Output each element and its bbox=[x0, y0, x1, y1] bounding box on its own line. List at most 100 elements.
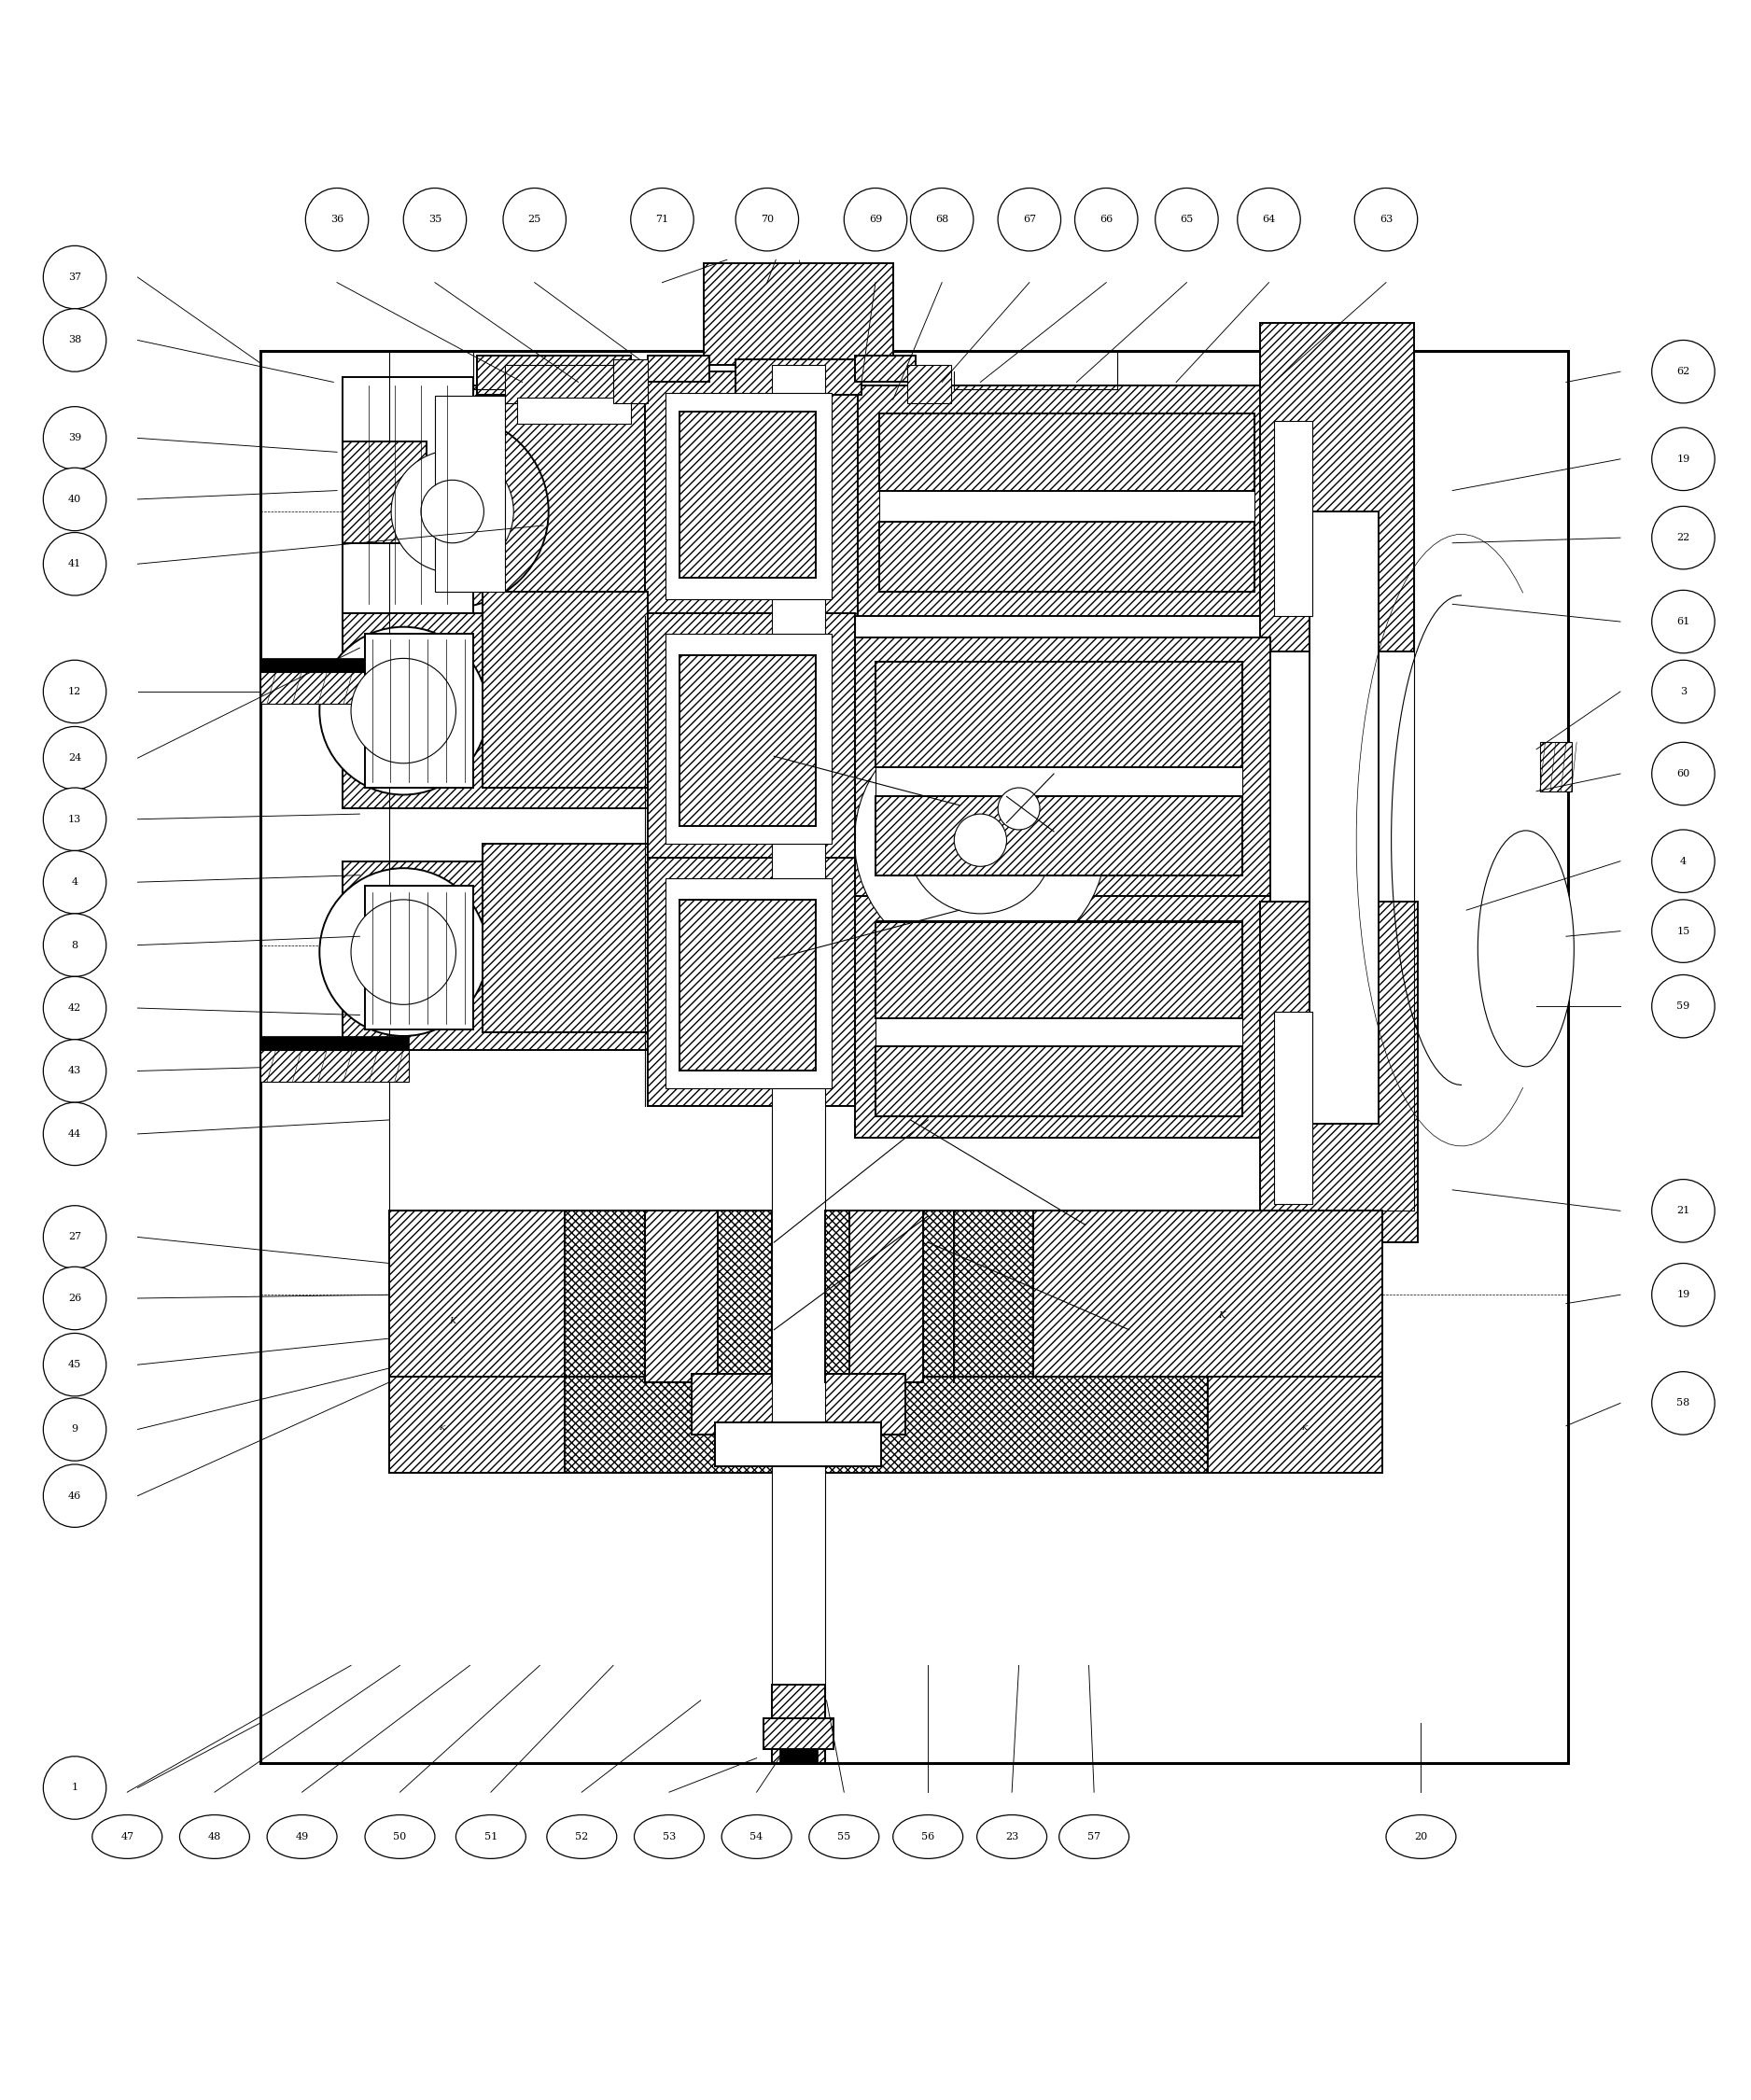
Bar bbox=[704, 262, 893, 365]
Bar bbox=[1261, 901, 1418, 1243]
Ellipse shape bbox=[1387, 1814, 1457, 1858]
Text: 59: 59 bbox=[1677, 1002, 1690, 1010]
Text: 9: 9 bbox=[72, 1424, 79, 1434]
Text: K: K bbox=[1301, 1424, 1306, 1432]
Bar bbox=[854, 355, 916, 382]
Ellipse shape bbox=[809, 1814, 879, 1858]
Bar bbox=[389, 1378, 564, 1472]
Circle shape bbox=[44, 727, 107, 790]
Text: 44: 44 bbox=[68, 1130, 81, 1138]
Circle shape bbox=[44, 1266, 107, 1329]
Text: 37: 37 bbox=[68, 273, 81, 281]
Bar bbox=[854, 638, 1271, 897]
Circle shape bbox=[44, 1205, 107, 1268]
Text: 70: 70 bbox=[760, 214, 774, 225]
Bar bbox=[341, 386, 805, 598]
Text: 62: 62 bbox=[1677, 368, 1690, 376]
Circle shape bbox=[44, 1464, 107, 1527]
Ellipse shape bbox=[93, 1814, 163, 1858]
Circle shape bbox=[1238, 189, 1301, 252]
Circle shape bbox=[1651, 659, 1714, 722]
Text: 43: 43 bbox=[68, 1067, 81, 1075]
Circle shape bbox=[350, 899, 455, 1004]
Circle shape bbox=[44, 468, 107, 531]
Bar bbox=[1261, 323, 1415, 651]
Text: 50: 50 bbox=[394, 1831, 406, 1842]
Ellipse shape bbox=[893, 1814, 963, 1858]
Text: 56: 56 bbox=[921, 1831, 935, 1842]
Text: K: K bbox=[440, 1424, 445, 1432]
Bar bbox=[364, 886, 473, 1029]
Bar bbox=[648, 857, 854, 1107]
Bar bbox=[261, 1050, 408, 1082]
Bar bbox=[692, 1373, 905, 1434]
Bar bbox=[1275, 1012, 1313, 1203]
Circle shape bbox=[319, 628, 487, 794]
Bar bbox=[648, 355, 709, 382]
Text: 19: 19 bbox=[1677, 454, 1690, 464]
Bar bbox=[879, 414, 1255, 491]
Ellipse shape bbox=[268, 1814, 336, 1858]
Text: 41: 41 bbox=[68, 559, 81, 569]
Circle shape bbox=[350, 659, 455, 762]
Bar bbox=[1275, 420, 1313, 617]
Circle shape bbox=[44, 851, 107, 914]
Bar bbox=[389, 1378, 1383, 1472]
Bar bbox=[876, 922, 1243, 1018]
Bar bbox=[341, 441, 425, 544]
Circle shape bbox=[44, 914, 107, 976]
Text: 8: 8 bbox=[72, 941, 79, 949]
Circle shape bbox=[44, 309, 107, 372]
Text: 12: 12 bbox=[68, 687, 81, 697]
Bar bbox=[482, 844, 648, 1033]
Text: 21: 21 bbox=[1677, 1205, 1690, 1216]
Text: 36: 36 bbox=[331, 214, 343, 225]
Bar bbox=[341, 613, 660, 808]
Bar bbox=[644, 372, 858, 617]
Text: 61: 61 bbox=[1677, 617, 1690, 626]
Circle shape bbox=[44, 1040, 107, 1102]
Circle shape bbox=[503, 189, 566, 252]
Text: 25: 25 bbox=[527, 214, 541, 225]
Bar bbox=[341, 861, 660, 1050]
Circle shape bbox=[735, 189, 798, 252]
Bar bbox=[763, 1718, 833, 1749]
Bar bbox=[876, 920, 1243, 1117]
Circle shape bbox=[954, 815, 1007, 867]
Bar bbox=[1030, 1212, 1383, 1382]
Ellipse shape bbox=[180, 1814, 250, 1858]
Bar bbox=[679, 899, 816, 1071]
Text: 27: 27 bbox=[68, 1233, 81, 1241]
Circle shape bbox=[305, 189, 368, 252]
Bar bbox=[389, 1212, 564, 1382]
Bar bbox=[261, 1035, 408, 1050]
Circle shape bbox=[44, 659, 107, 722]
Circle shape bbox=[44, 533, 107, 596]
Circle shape bbox=[355, 416, 548, 607]
Bar bbox=[261, 659, 408, 672]
Bar bbox=[876, 662, 1243, 766]
Bar bbox=[714, 1422, 881, 1466]
Bar bbox=[261, 672, 408, 704]
Text: 22: 22 bbox=[1677, 533, 1690, 542]
Circle shape bbox=[1651, 1264, 1714, 1327]
Bar bbox=[876, 662, 1243, 876]
Circle shape bbox=[44, 1334, 107, 1396]
Bar bbox=[679, 655, 816, 825]
Text: 47: 47 bbox=[121, 1831, 133, 1842]
Bar bbox=[907, 365, 951, 403]
Text: 55: 55 bbox=[837, 1831, 851, 1842]
Circle shape bbox=[1651, 1180, 1714, 1243]
Bar bbox=[341, 376, 473, 613]
Circle shape bbox=[1156, 189, 1219, 252]
Text: 1: 1 bbox=[72, 1783, 79, 1793]
Ellipse shape bbox=[1478, 832, 1574, 1067]
Bar bbox=[879, 523, 1255, 592]
Ellipse shape bbox=[546, 1814, 616, 1858]
Circle shape bbox=[44, 1756, 107, 1819]
Bar bbox=[504, 365, 644, 403]
Text: 35: 35 bbox=[429, 214, 441, 225]
Circle shape bbox=[44, 788, 107, 850]
Circle shape bbox=[854, 714, 1107, 966]
Bar bbox=[849, 1212, 923, 1382]
